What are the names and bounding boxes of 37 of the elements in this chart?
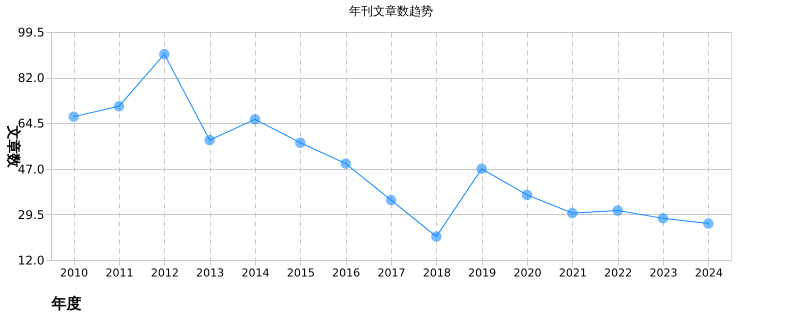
point (567, 208, 578, 218)
point (295, 138, 306, 148)
point (658, 213, 668, 224)
point (68, 111, 79, 122)
point (114, 101, 124, 112)
x-tick-label: 2020 (514, 266, 542, 280)
point (340, 158, 351, 169)
point (476, 164, 487, 174)
y-tick-label: 47.0 (18, 162, 44, 176)
point (431, 231, 442, 242)
y-tick-label: 29.5 (18, 208, 44, 222)
point (612, 205, 623, 216)
x-axis-title: 年度 (50, 294, 82, 312)
y-tick-label: 12.0 (18, 254, 44, 268)
x-tick-label: 2022 (604, 266, 632, 280)
x-tick-label: 2014 (242, 266, 270, 280)
x-tick-label: 2016 (332, 266, 360, 280)
x-tick-label: 2015 (286, 266, 315, 280)
point (522, 190, 532, 200)
x-tick-label: 2010 (60, 266, 88, 280)
x-tick-label: 2023 (650, 266, 678, 280)
x-tick-label: 2021 (558, 266, 587, 280)
x-tick-label: 2013 (196, 266, 224, 280)
chart-title: 年刊文章数趋势 (349, 4, 433, 18)
x-tick-label: 2017 (378, 266, 406, 280)
x-tick-label: 2019 (468, 266, 496, 280)
point (703, 218, 714, 229)
point (159, 48, 170, 60)
x-tick-label: 2012 (150, 266, 179, 280)
x-tick-label: 2018 (422, 266, 451, 280)
x-tick-label: 2024 (694, 266, 723, 280)
y-tick-label: 82.0 (18, 71, 44, 86)
y-tick-label: 99.5 (18, 26, 44, 40)
point (250, 114, 260, 125)
point (386, 194, 396, 206)
x-tick-label: 2011 (106, 266, 134, 280)
point (204, 134, 215, 146)
